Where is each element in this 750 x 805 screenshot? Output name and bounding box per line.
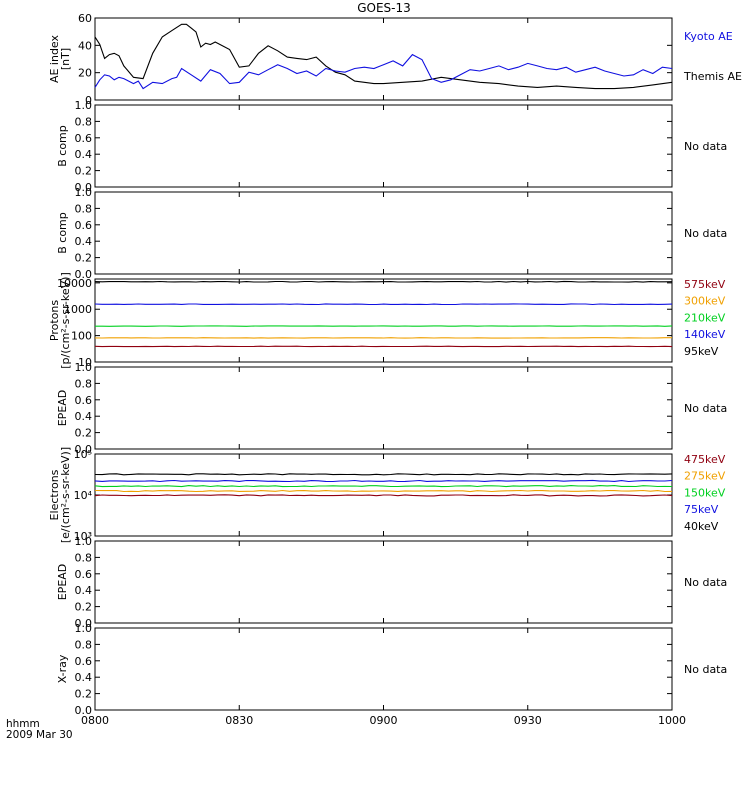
y-tick-label: 0.8 [75, 202, 93, 215]
y-tick-label: 0.2 [75, 427, 93, 440]
y-axis-label: X-ray [56, 654, 69, 683]
series-line-150kev [95, 486, 672, 487]
y-tick-label: 0.8 [75, 551, 93, 564]
x-tick-label: 0900 [370, 714, 398, 727]
series-line-themis-ae [95, 24, 672, 88]
chart-title: GOES-13 [357, 1, 411, 15]
legend-label: 300keV [684, 295, 726, 308]
legend-label: 140keV [684, 328, 726, 341]
y-axis-label: [e/(cm²-s-sr-keV)] [59, 447, 72, 543]
no-data-label: No data [684, 402, 727, 415]
y-axis-label: EPEAD [56, 564, 69, 601]
legend-label: 150keV [684, 486, 726, 499]
legend-label: Themis AE [683, 70, 742, 83]
legend-label: 75keV [684, 503, 719, 516]
panel-6: 10³10⁴10⁵Electrons[e/(cm²-s-sr-keV)]475k… [48, 447, 726, 543]
y-axis-label: [nT] [59, 48, 72, 70]
y-tick-label: 0.2 [75, 688, 93, 701]
no-data-label: No data [684, 663, 727, 676]
legend-label: 475keV [684, 453, 726, 466]
y-tick-label: 20 [78, 67, 92, 80]
y-tick-label: 0.4 [75, 148, 93, 161]
series-line-475kev [95, 495, 672, 496]
y-tick-label: 0.4 [75, 671, 93, 684]
series-line-40kev [95, 474, 672, 475]
y-tick-label: 0.4 [75, 584, 93, 597]
y-tick-label: 0.8 [75, 377, 93, 390]
y-tick-label: 0.8 [75, 115, 93, 128]
panel-frame [95, 192, 672, 274]
series-line-95kev [95, 281, 672, 282]
y-axis-label: B comp [56, 212, 69, 254]
y-tick-label: 1.0 [75, 186, 93, 199]
y-axis-label: EPEAD [56, 390, 69, 427]
y-tick-label: 0.4 [75, 410, 93, 423]
y-tick-label: 1.0 [75, 622, 93, 635]
legend-label: 275keV [684, 470, 726, 483]
panel-frame [95, 628, 672, 710]
panel-4: 10100100010000Protons[p/(cm²-s-sr-keV)]5… [48, 272, 726, 369]
y-tick-label: 40 [78, 39, 92, 52]
y-tick-label: 0.2 [75, 252, 93, 265]
y-tick-label: 0.8 [75, 638, 93, 651]
y-tick-label: 1.0 [75, 535, 93, 548]
x-tick-label: 0800 [81, 714, 109, 727]
y-tick-label: 0.6 [75, 132, 93, 145]
y-tick-label: 0.2 [75, 601, 93, 614]
panel-frame [95, 541, 672, 623]
y-tick-label: 0.4 [75, 235, 93, 248]
panel-frame [95, 105, 672, 187]
y-axis-label: B comp [56, 125, 69, 167]
y-axis-label: [p/(cm²-s-sr-keV)] [59, 272, 72, 369]
series-line-75kev [95, 480, 672, 481]
y-tick-label: 0.6 [75, 219, 93, 232]
series-line-140kev [95, 304, 672, 305]
y-tick-label: 0.2 [75, 165, 93, 178]
y-tick-label: 10⁵ [74, 448, 92, 461]
y-tick-label: 100 [71, 330, 92, 343]
y-tick-label: 60 [78, 12, 92, 25]
legend-label: 95keV [684, 345, 719, 358]
date-label: 2009 Mar 30 [6, 729, 73, 741]
y-tick-label: 0.6 [75, 394, 93, 407]
panel-frame [95, 367, 672, 449]
y-tick-label: 1.0 [75, 361, 93, 374]
legend-label: 575keV [684, 278, 726, 291]
y-tick-label: 0.6 [75, 655, 93, 668]
legend-label: 40keV [684, 520, 719, 533]
x-tick-label: 1000 [658, 714, 686, 727]
legend-label: 210keV [684, 311, 726, 324]
y-tick-label: 10⁴ [74, 489, 93, 502]
y-tick-label: 1.0 [75, 99, 93, 112]
no-data-label: No data [684, 227, 727, 240]
legend-label: Kyoto AE [684, 30, 733, 43]
y-tick-label: 0.6 [75, 568, 93, 581]
series-line-275kev [95, 491, 672, 492]
no-data-label: No data [684, 576, 727, 589]
x-tick-label: 0930 [514, 714, 542, 727]
no-data-label: No data [684, 140, 727, 153]
x-tick-label: 0830 [225, 714, 253, 727]
panel-frame [95, 279, 672, 362]
